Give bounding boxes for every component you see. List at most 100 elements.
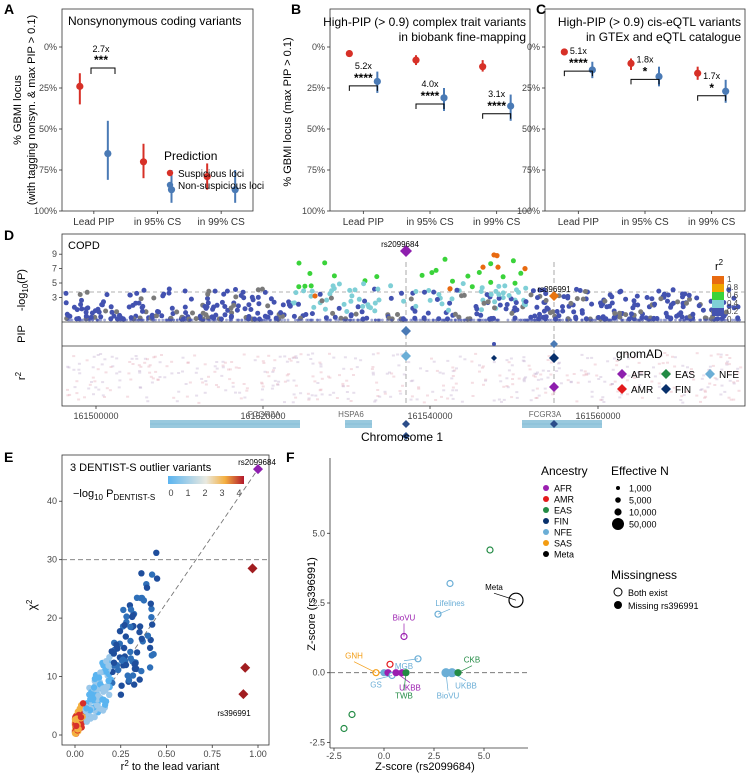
- panel-e-label: E: [4, 449, 13, 465]
- association-point: [209, 314, 215, 320]
- y-tick-label: 0%: [312, 42, 325, 52]
- association-point: [259, 286, 265, 292]
- variant-point: [115, 666, 122, 674]
- association-point: [352, 287, 358, 293]
- data-point: [76, 82, 84, 90]
- sig-bracket: [415, 103, 445, 109]
- gnomad-label-amr: AMR: [631, 385, 653, 396]
- gene-track: [345, 420, 372, 428]
- association-point: [670, 287, 676, 293]
- fold-change: 1.7x: [703, 71, 721, 81]
- association-point: [469, 284, 475, 290]
- association-point: [480, 264, 486, 270]
- association-point: [686, 292, 692, 298]
- outlier-label: rs396991: [217, 709, 251, 718]
- panel-d-xlabel: Chromosome 1: [361, 430, 443, 444]
- sig-stars: ****: [569, 56, 588, 70]
- x-tick-label: 5.0: [478, 751, 491, 761]
- association-point: [141, 287, 147, 293]
- association-point: [630, 305, 636, 311]
- variant-point: [122, 661, 130, 669]
- r2-colorbar-legend: r2 10.80.60.40.20: [712, 258, 739, 324]
- variant-point: [121, 621, 128, 629]
- association-point: [629, 311, 634, 317]
- variant-point: [83, 705, 90, 712]
- variant-point: [77, 713, 85, 721]
- variant-point: [94, 702, 101, 709]
- association-point: [399, 290, 404, 296]
- ancestry-label-fin: FIN: [554, 517, 569, 527]
- association-point: [368, 305, 373, 311]
- variant-point: [148, 652, 155, 659]
- association-point: [618, 288, 624, 294]
- association-point: [262, 289, 268, 295]
- association-point: [312, 293, 318, 299]
- variant-point: [130, 611, 137, 619]
- association-point: [532, 313, 538, 319]
- variant-point: [153, 549, 160, 556]
- association-point: [723, 309, 729, 315]
- association-point: [516, 289, 521, 295]
- panel-d-ylabel-r2: r2: [14, 371, 28, 380]
- association-point: [309, 288, 315, 294]
- association-point: [582, 289, 588, 294]
- association-point: [454, 287, 460, 293]
- ancestry-swatch-afr: [543, 485, 549, 491]
- association-point: [461, 292, 467, 298]
- association-point: [169, 305, 175, 311]
- x-tick-label: 161500000: [73, 411, 118, 421]
- y-tick-label: 0%: [527, 42, 540, 52]
- variant-point: [118, 682, 125, 689]
- association-point: [303, 312, 309, 317]
- association-point: [427, 297, 433, 303]
- panel-f-chart: -2.5 0.0 2.5 5.0 -2.5 0.0 2.5 5.0 Meta Lifelines B…: [309, 458, 528, 761]
- association-point: [349, 293, 355, 299]
- variant-point: [148, 605, 155, 613]
- r2-tick-label: 0.4: [727, 299, 739, 308]
- association-point: [355, 304, 361, 310]
- association-point: [554, 309, 560, 314]
- association-point: [92, 308, 98, 314]
- association-point: [174, 309, 180, 315]
- svg-text:-log10(P): -log10(P): [16, 269, 30, 311]
- x-tick-label: 2.5: [428, 751, 441, 761]
- association-point: [160, 293, 166, 299]
- association-point: [512, 305, 518, 311]
- cohort-label: GS: [370, 681, 382, 690]
- association-point: [481, 300, 487, 306]
- y-tick-label: 75%: [522, 165, 540, 175]
- association-point: [596, 315, 602, 320]
- association-point: [413, 289, 419, 294]
- data-point: [104, 150, 112, 158]
- association-point: [109, 309, 115, 315]
- association-point: [388, 283, 394, 289]
- x-tick-label: -2.5: [326, 751, 342, 761]
- data-point: [627, 59, 635, 67]
- r2-tick-label: 0.6: [727, 291, 739, 300]
- panel-a: A Nonsynonymous coding variants % GBMI l…: [4, 1, 264, 228]
- variant-point: [90, 684, 98, 691]
- panel-f-ylabel: Z-score (rs396991): [306, 557, 318, 651]
- cohort-label: Meta: [485, 583, 503, 592]
- association-point: [580, 296, 586, 302]
- association-point: [166, 290, 172, 296]
- panel-c-title-2: in GTEx and eQTL catalogue: [586, 30, 741, 44]
- pip-lead-marker: [401, 326, 411, 336]
- panel-a-title: Nonsynonymous coding variants: [68, 14, 241, 28]
- ancestry-swatch-amr: [543, 496, 549, 502]
- x-tick-label: in 99% CS: [198, 217, 246, 228]
- variant-point: [105, 662, 112, 669]
- y-tick-label: 5: [52, 278, 57, 288]
- association-point: [571, 309, 577, 315]
- missing-title: Missingness: [611, 568, 677, 582]
- association-point: [612, 310, 618, 316]
- association-point: [478, 312, 484, 318]
- variant-point: [138, 635, 145, 642]
- variant-point: [87, 715, 94, 722]
- legend-suspicious-swatch: [166, 169, 174, 177]
- gnomad-swatch-nfe: [705, 369, 715, 379]
- ancestry-label-eas: EAS: [554, 506, 572, 516]
- sig-bracket: [697, 95, 727, 101]
- association-point: [502, 283, 508, 289]
- association-point: [111, 313, 117, 319]
